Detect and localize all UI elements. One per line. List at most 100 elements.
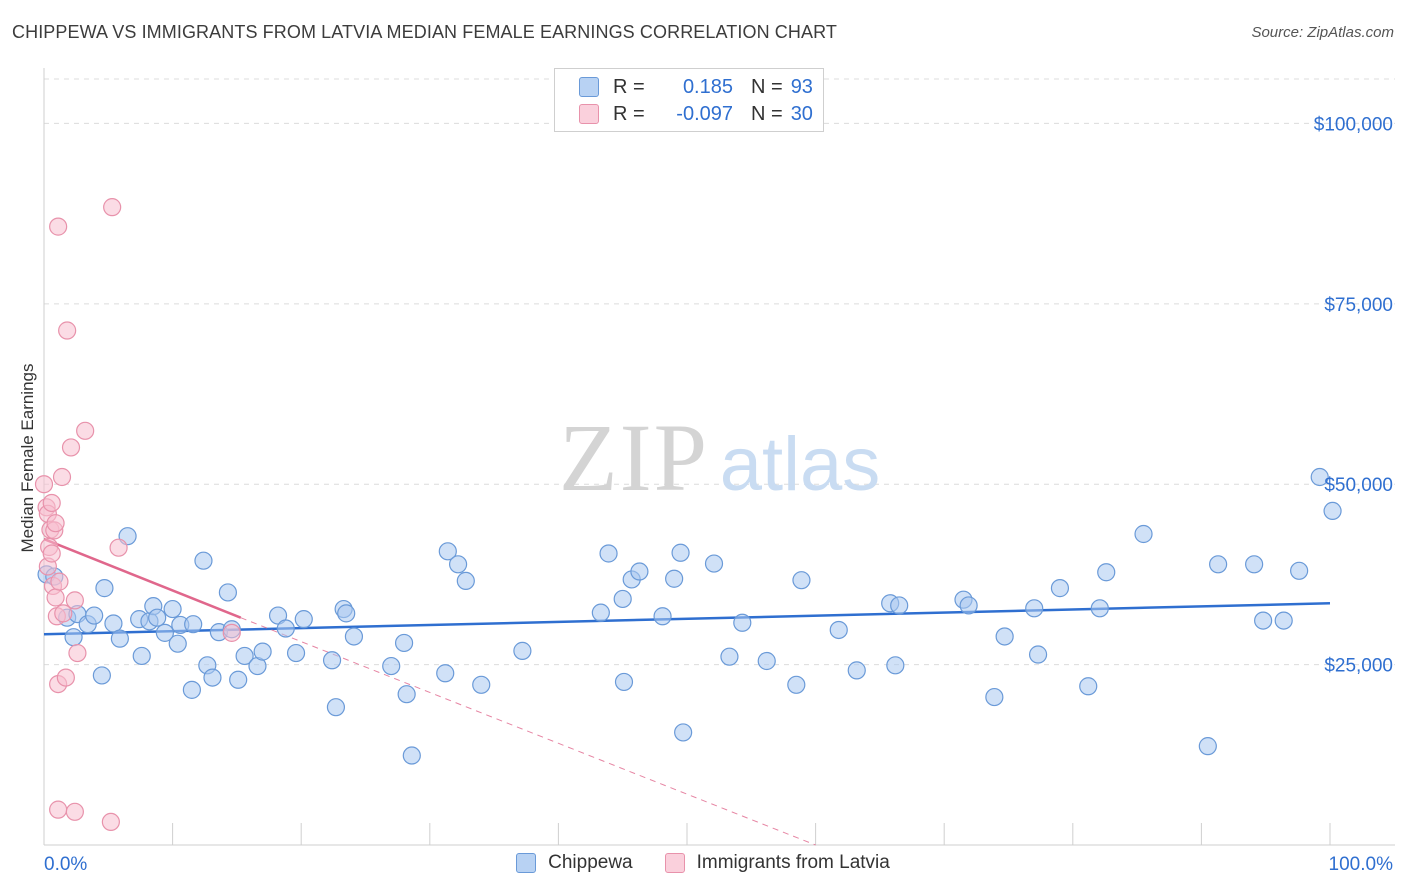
latvia-point bbox=[109, 538, 128, 557]
latvia-point bbox=[42, 493, 61, 513]
chippewa-point bbox=[438, 542, 457, 561]
chippewa-point bbox=[1254, 611, 1273, 630]
chippewa-point bbox=[294, 610, 313, 629]
latvia-point bbox=[42, 544, 61, 563]
chippewa-point bbox=[344, 627, 364, 646]
chippewa-point bbox=[448, 555, 468, 574]
legend-label: Immigrants from Latvia bbox=[696, 852, 890, 873]
legend-item-latvia: Immigrants from Latvia bbox=[664, 852, 890, 874]
legend-n-value: 93 bbox=[790, 75, 813, 98]
trend-lines bbox=[43, 537, 1331, 846]
chippewa-point bbox=[1274, 611, 1293, 630]
chippewa-point bbox=[614, 672, 634, 692]
chippewa-point bbox=[456, 571, 475, 591]
latvia-point bbox=[61, 438, 81, 457]
legend-r-label: R = bbox=[613, 75, 645, 98]
chippewa-point bbox=[1050, 579, 1070, 598]
x-tick-label-max: 100.0% bbox=[1329, 854, 1394, 875]
chippewa-point bbox=[704, 554, 724, 573]
chippewa-point bbox=[148, 608, 167, 627]
chippewa-point bbox=[829, 620, 848, 640]
latvia-point bbox=[49, 217, 68, 236]
data-points bbox=[34, 198, 1342, 832]
latvia-point bbox=[49, 800, 68, 819]
latvia-point bbox=[101, 812, 120, 832]
chippewa-point bbox=[674, 723, 693, 742]
latvia-swatch bbox=[664, 853, 685, 873]
axes bbox=[43, 68, 1395, 846]
chippewa-point bbox=[253, 642, 272, 661]
chippewa-point bbox=[322, 651, 342, 670]
latvia-swatch bbox=[579, 104, 599, 124]
chippewa-point bbox=[757, 651, 776, 671]
chippewa-point bbox=[886, 656, 905, 675]
chippewa-point bbox=[286, 643, 306, 663]
chippewa-point bbox=[959, 596, 978, 615]
chippewa-point bbox=[155, 623, 174, 642]
chippewa-point bbox=[168, 634, 187, 653]
legend-r-label: R = bbox=[613, 102, 645, 125]
legend-item-chippewa: Chippewa bbox=[516, 852, 633, 874]
watermark-zip: ZIP bbox=[559, 404, 709, 511]
legend-row-latvia: R = -0.097 N = 30 bbox=[579, 102, 813, 126]
chippewa-point bbox=[792, 571, 811, 590]
latvia-point bbox=[46, 588, 65, 607]
chippewa-point bbox=[733, 613, 752, 632]
chippewa-point bbox=[104, 614, 123, 633]
chippewa-point bbox=[599, 544, 618, 563]
chippewa-point bbox=[194, 551, 213, 570]
chippewa-point bbox=[218, 583, 237, 602]
tick-labels: $25,000 $50,000 $75,000 $100,000 0.0% 100.0% bbox=[44, 114, 1393, 875]
chippewa-point bbox=[1090, 599, 1109, 618]
latvia-point bbox=[58, 321, 77, 340]
chippewa-point bbox=[995, 627, 1014, 646]
chippewa-point bbox=[1310, 467, 1329, 487]
chippewa-point bbox=[1097, 563, 1116, 582]
legend-n-label: N = bbox=[751, 75, 783, 98]
chippewa-point bbox=[1209, 555, 1228, 574]
y-axis-label: Median Female Earnings bbox=[18, 363, 37, 553]
chippewa-swatch bbox=[516, 853, 537, 873]
latvia-point bbox=[34, 475, 54, 494]
y-tick-label: $25,000 bbox=[1324, 656, 1393, 677]
chippewa-point bbox=[235, 646, 254, 666]
latvia-point bbox=[52, 467, 72, 487]
legend-n-value: 30 bbox=[790, 102, 813, 125]
legend-n-label: N = bbox=[751, 102, 783, 125]
latvia-point bbox=[65, 802, 84, 821]
y-tick-label: $75,000 bbox=[1324, 295, 1393, 316]
chippewa-point bbox=[402, 746, 421, 765]
legend-r-value: 0.185 bbox=[682, 75, 733, 98]
chippewa-point bbox=[276, 619, 295, 638]
chippewa-point bbox=[163, 599, 182, 619]
chippewa-point bbox=[1198, 737, 1217, 756]
chippewa-point bbox=[671, 543, 690, 562]
chippewa-point bbox=[613, 589, 632, 609]
latvia-point bbox=[68, 643, 87, 663]
chippewa-point bbox=[1245, 555, 1264, 574]
chippewa-point bbox=[229, 670, 248, 689]
chippewa-point bbox=[132, 646, 151, 666]
y-tick-label: $100,000 bbox=[1314, 114, 1393, 135]
chippewa-point bbox=[92, 666, 111, 685]
chippewa-point bbox=[95, 579, 114, 598]
grid bbox=[44, 78, 1395, 666]
legend-row-chippewa: R = 0.185 N = 93 bbox=[579, 75, 813, 99]
legend-label: Chippewa bbox=[548, 852, 633, 873]
chippewa-point bbox=[182, 680, 201, 699]
chippewa-point bbox=[1028, 645, 1048, 664]
chippewa-point bbox=[985, 687, 1004, 707]
chippewa-point bbox=[184, 615, 203, 634]
series-legend: Chippewa Immigrants from Latvia bbox=[0, 852, 1406, 874]
latvia-point bbox=[54, 604, 73, 623]
latvia-trend-line bbox=[43, 537, 242, 619]
stats-legend: R = 0.185 N = 93 R = -0.097 N = 30 bbox=[554, 68, 824, 132]
chippewa-trend-line bbox=[43, 602, 1331, 636]
chippewa-point bbox=[1079, 677, 1098, 696]
chippewa-point bbox=[1323, 501, 1342, 521]
chippewa-point bbox=[653, 607, 672, 626]
chippewa-point bbox=[720, 647, 739, 666]
chippewa-point bbox=[203, 668, 222, 687]
chart-title: CHIPPEWA VS IMMIGRANTS FROM LATVIA MEDIA… bbox=[12, 22, 837, 42]
